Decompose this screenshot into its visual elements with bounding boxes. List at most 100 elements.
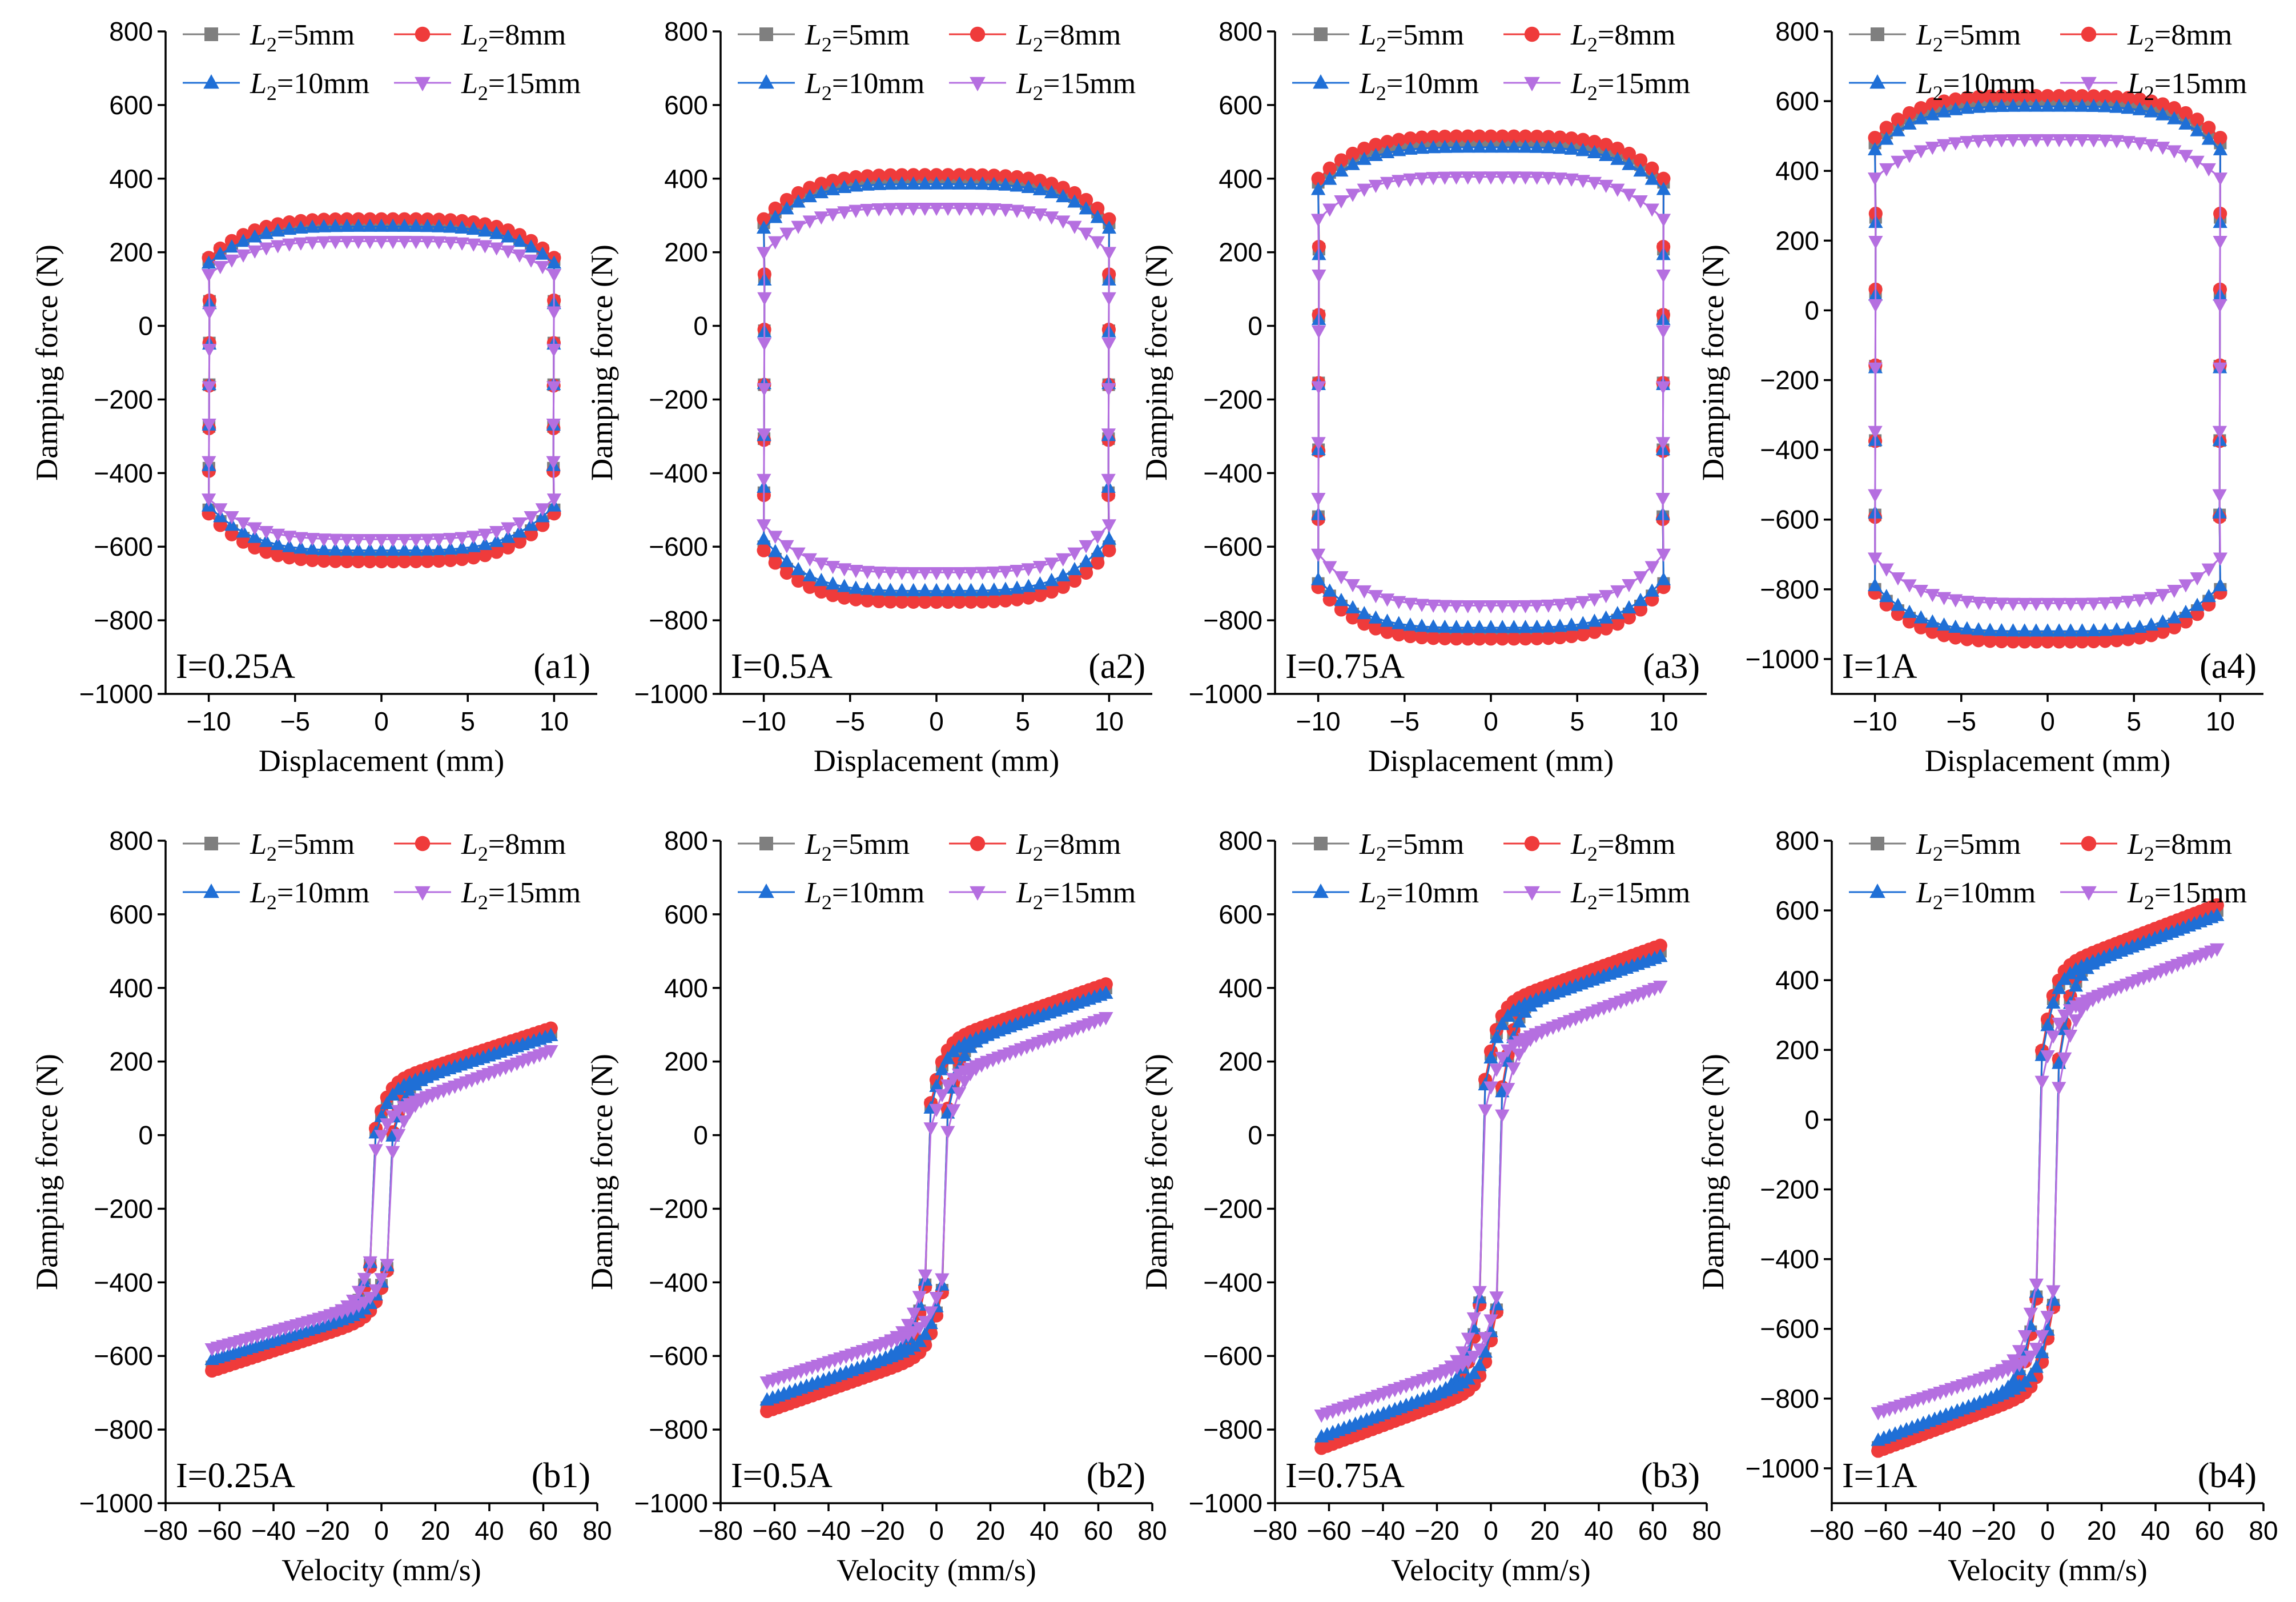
data-point: [512, 524, 527, 538]
data-point: [975, 567, 990, 580]
data-point: [2086, 623, 2101, 637]
data-point: [757, 383, 772, 396]
legend-marker: [1524, 77, 1540, 91]
data-point: [224, 527, 239, 541]
data-point: [2202, 121, 2216, 135]
data-point: [1345, 156, 1360, 170]
data-point: [860, 177, 875, 191]
data-point: [940, 583, 955, 596]
y-tick-label: −400: [649, 1267, 708, 1297]
data-point: [397, 533, 412, 548]
legend-label: L2=15mm: [2127, 67, 2247, 105]
data-point: [316, 541, 331, 556]
data-point: [1461, 632, 1475, 646]
data-point: [1426, 130, 1441, 144]
series-line: [1317, 146, 1664, 629]
x-tick-label: −20: [860, 1516, 904, 1545]
legend-label: L2=8mm: [2127, 19, 2232, 56]
data-point: [2005, 98, 2021, 112]
data-point: [1102, 543, 1116, 557]
legend-label: L2=8mm: [1570, 828, 1675, 865]
series-line: [766, 983, 1107, 1412]
data-point: [1044, 572, 1059, 587]
data-point: [374, 554, 389, 569]
data-point: [2017, 134, 2032, 148]
panel-label: (a4): [2200, 647, 2257, 686]
data-point: [455, 552, 469, 567]
data-point: [756, 519, 771, 533]
data-point: [2167, 101, 2181, 115]
data-point: [2046, 1292, 2061, 1306]
legend-label: L2=5mm: [250, 19, 355, 56]
data-point: [2029, 597, 2044, 612]
x-tick-label: 0: [1483, 1516, 1498, 1545]
series-L2-15mm: [759, 1011, 1113, 1390]
data-point: [1368, 147, 1384, 161]
data-point: [946, 1104, 961, 1118]
data-point: [1541, 140, 1556, 154]
data-point: [1622, 579, 1636, 593]
data-point: [756, 220, 771, 234]
data-point: [396, 1115, 412, 1129]
data-point: [2006, 635, 2020, 649]
legend-item: L2=15mm: [394, 67, 581, 105]
y-tick-label: −400: [649, 458, 708, 488]
legend-label: L2=5mm: [805, 828, 910, 865]
data-point: [2213, 235, 2227, 250]
data-point: [1936, 592, 1952, 605]
series-line: [208, 222, 555, 559]
data-point: [1633, 571, 1648, 585]
data-point: [1357, 151, 1372, 165]
data-point: [1529, 139, 1545, 153]
x-tick-label: −60: [752, 1516, 797, 1545]
data-point: [1575, 143, 1590, 156]
x-tick-label: 10: [540, 706, 569, 736]
data-point: [1879, 589, 1894, 603]
data-point: [2029, 1278, 2044, 1292]
data-point: [1599, 621, 1613, 636]
legend-item: L2=5mm: [1849, 19, 2021, 56]
data-point: [1913, 610, 1928, 624]
series-L2-10mm: [1867, 98, 2228, 637]
data-point: [248, 540, 262, 555]
data-point: [768, 531, 783, 544]
data-point: [1971, 90, 1986, 104]
data-point: [1310, 548, 1326, 562]
legend-label: L2=10mm: [805, 877, 924, 914]
data-point: [2201, 163, 2216, 176]
y-tick-label: 0: [1248, 311, 1262, 341]
data-point: [2190, 572, 2205, 586]
data-point: [1622, 146, 1636, 161]
data-point: [501, 522, 516, 536]
y-tick-label: −1000: [1746, 644, 1819, 674]
legend-label: L2=10mm: [250, 67, 369, 105]
x-tick-label: −10: [1296, 706, 1341, 736]
data-point: [1449, 620, 1464, 633]
data-point: [420, 236, 435, 250]
data-point: [477, 536, 493, 550]
data-point: [305, 553, 320, 567]
y-tick-label: 800: [664, 826, 708, 856]
y-tick-label: −600: [1760, 505, 1819, 535]
data-point: [2063, 623, 2078, 637]
legend-label: L2=5mm: [805, 19, 910, 56]
data-point: [1868, 299, 1883, 312]
data-point: [546, 255, 562, 269]
data-point: [1655, 381, 1671, 395]
legend-label: L2=5mm: [250, 828, 355, 865]
data-point: [213, 260, 228, 275]
data-point: [1472, 620, 1487, 633]
data-point: [2029, 635, 2043, 649]
data-point: [202, 306, 217, 320]
legend-label: L2=10mm: [1916, 67, 2036, 105]
legend-marker: [1313, 74, 1329, 89]
data-point: [849, 170, 863, 184]
series-L2-5mm: [1315, 945, 1667, 1451]
data-point: [1598, 610, 1614, 624]
data-point: [1079, 227, 1093, 241]
series-L2-10mm: [756, 176, 1117, 596]
series-L2-8mm: [1868, 89, 2227, 649]
data-point: [757, 338, 772, 351]
data-point: [1101, 428, 1116, 442]
y-tick-label: −800: [649, 605, 708, 635]
